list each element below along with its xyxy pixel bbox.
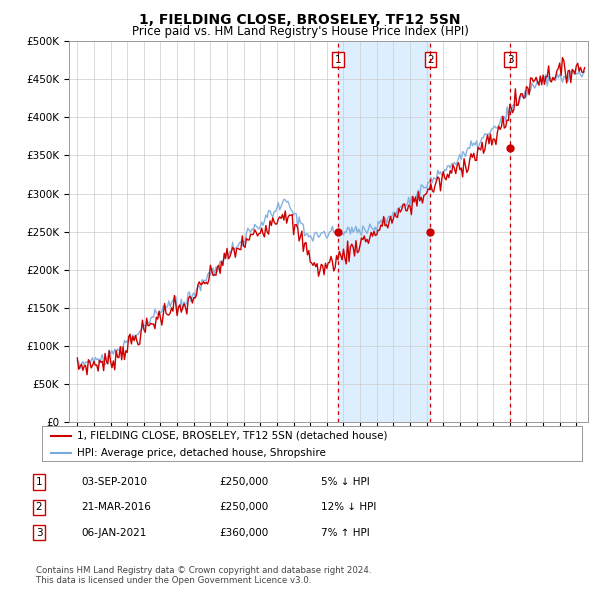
Text: £250,000: £250,000 <box>219 477 268 487</box>
Text: HPI: Average price, detached house, Shropshire: HPI: Average price, detached house, Shro… <box>77 448 326 457</box>
Bar <box>338 41 430 422</box>
Text: 21-MAR-2016: 21-MAR-2016 <box>81 503 151 512</box>
Text: 1, FIELDING CLOSE, BROSELEY, TF12 5SN (detached house): 1, FIELDING CLOSE, BROSELEY, TF12 5SN (d… <box>77 431 388 441</box>
Text: Contains HM Land Registry data © Crown copyright and database right 2024.
This d: Contains HM Land Registry data © Crown c… <box>36 566 371 585</box>
Text: 7% ↑ HPI: 7% ↑ HPI <box>321 528 370 537</box>
Text: Price paid vs. HM Land Registry's House Price Index (HPI): Price paid vs. HM Land Registry's House … <box>131 25 469 38</box>
Text: 03-SEP-2010: 03-SEP-2010 <box>81 477 147 487</box>
Text: 3: 3 <box>35 528 43 537</box>
Text: 12% ↓ HPI: 12% ↓ HPI <box>321 503 376 512</box>
Text: 5% ↓ HPI: 5% ↓ HPI <box>321 477 370 487</box>
Text: 2: 2 <box>427 54 434 64</box>
Text: 3: 3 <box>506 54 513 64</box>
Text: 06-JAN-2021: 06-JAN-2021 <box>81 528 146 537</box>
Text: 1, FIELDING CLOSE, BROSELEY, TF12 5SN: 1, FIELDING CLOSE, BROSELEY, TF12 5SN <box>139 13 461 27</box>
Text: £360,000: £360,000 <box>219 528 268 537</box>
Text: 1: 1 <box>35 477 43 487</box>
Text: £250,000: £250,000 <box>219 503 268 512</box>
Text: 2: 2 <box>35 503 43 512</box>
Text: 1: 1 <box>335 54 341 64</box>
